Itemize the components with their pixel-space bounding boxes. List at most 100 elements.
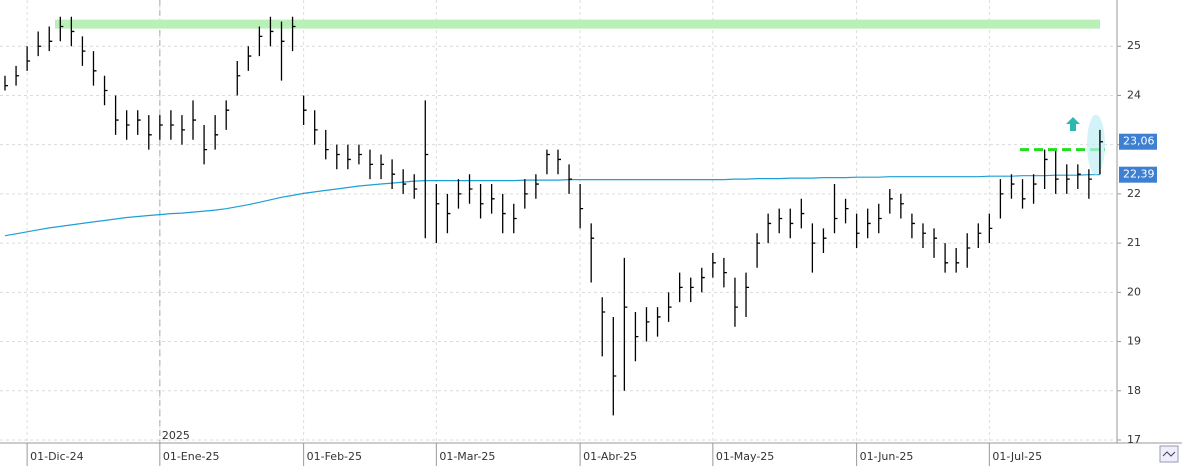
- ohlc-bar: [1010, 174, 1015, 199]
- ohlc-bar: [878, 203, 882, 234]
- x-tick-label: 01-Abr-25: [583, 450, 637, 463]
- ohlc-bar: [933, 228, 938, 258]
- ohlc-bar: [1021, 179, 1026, 209]
- ohlc-bar: [855, 213, 860, 249]
- ohlc-bar: [347, 144, 351, 170]
- ohlc-bar: [37, 31, 42, 57]
- ohlc-bar: [59, 16, 64, 42]
- ohlc-bar: [48, 26, 53, 52]
- y-tick-label: 19: [1127, 335, 1141, 348]
- ohlc-bar: [911, 213, 915, 239]
- ohlc-bar: [446, 193, 451, 234]
- x-tick-label: 01-Jul-25: [992, 450, 1042, 463]
- ohlc-bar: [302, 95, 307, 125]
- ohlc-bar: [811, 223, 816, 273]
- highlight-ellipse: [1086, 114, 1105, 175]
- ohlc-bar: [236, 60, 241, 96]
- ohlc-bar: [778, 208, 783, 234]
- ohlc-bar: [988, 213, 993, 244]
- ohlc-bar: [833, 184, 838, 234]
- y-tick-label: 26: [1127, 0, 1141, 3]
- ohlc-bar: [402, 169, 407, 194]
- ma-tag-box: [1119, 166, 1157, 183]
- ohlc-bar: [634, 312, 639, 362]
- y-tick-label: 20: [1127, 285, 1141, 298]
- ohlc-bar: [468, 174, 473, 204]
- y-tick-label: 22: [1127, 187, 1141, 200]
- ohlc-bar: [1043, 149, 1048, 189]
- ohlc-bar: [15, 65, 20, 86]
- ohlc-bar: [325, 129, 329, 160]
- ohlc-bar: [590, 223, 595, 283]
- y-tick-label: 21: [1127, 236, 1141, 249]
- moving-average: [4, 174, 1100, 237]
- ohlc-bar: [70, 16, 75, 47]
- ohlc-bar: [225, 100, 230, 130]
- ohlc-bar: [922, 223, 926, 249]
- ohlc-bar: [712, 252, 716, 278]
- ohlc-bar: [844, 198, 849, 224]
- ohlc-bar: [92, 51, 97, 86]
- ohlc-bar: [435, 184, 440, 244]
- ohlc-bar: [612, 316, 617, 416]
- ohlc-bar: [170, 110, 174, 140]
- x-tick-label: 01-Jun-25: [860, 450, 914, 463]
- ohlc-bar: [336, 144, 340, 170]
- ohlc-bar: [490, 184, 495, 214]
- ohlc-bar: [457, 179, 462, 209]
- ohlc-bar: [601, 297, 606, 357]
- ohlc-bar: [137, 110, 141, 135]
- ohlc-bar: [656, 307, 661, 337]
- x-tick-label: 01-Dic-24: [30, 450, 84, 463]
- ohlc-bar: [889, 188, 893, 214]
- ohlc-bar: [258, 26, 263, 57]
- ohlc-bar: [26, 46, 31, 71]
- settings-icon: [1162, 451, 1176, 457]
- ohlc-bar: [546, 149, 550, 175]
- ohlc-bar: [1066, 164, 1070, 194]
- ohlc-bar: [1055, 149, 1059, 194]
- close-tag: 23,06: [1123, 135, 1155, 148]
- ohlc-bar: [479, 184, 484, 219]
- ohlc-bar: [148, 115, 152, 150]
- ohlc-bar: [767, 213, 772, 244]
- ohlc-bar: [159, 115, 163, 140]
- ohlc-bar: [291, 16, 296, 52]
- y-tick-label: 18: [1127, 384, 1141, 397]
- ohlc-bar: [424, 100, 429, 239]
- x-tick-label: 01-Ene-25: [163, 450, 220, 463]
- x-tick-label: 01-May-25: [716, 450, 774, 463]
- ohlc-bar: [81, 36, 86, 66]
- ohlc-bar: [966, 233, 971, 268]
- ohlc-bar: [192, 100, 197, 140]
- ohlc-bar: [369, 149, 373, 180]
- ohlc-bar: [723, 257, 727, 288]
- ohlc-bar: [380, 154, 385, 180]
- ohlc-bar: [391, 159, 396, 189]
- ohlc-bar: [535, 174, 539, 199]
- ohlc-bar: [524, 179, 528, 209]
- ohlc-bar: [734, 277, 738, 327]
- x-tick-label: 01-Feb-25: [307, 450, 362, 463]
- ohlc-bar: [745, 272, 750, 317]
- ohlc-bar: [867, 208, 871, 239]
- ohlc-bar: [579, 184, 584, 229]
- x-tick-label: 01-Mar-25: [439, 450, 495, 463]
- ohlc-bar: [789, 208, 794, 239]
- year-label: 2025: [162, 429, 190, 442]
- ohlc-bar: [557, 149, 561, 175]
- ohlc-bar: [999, 179, 1004, 219]
- ohlc-bar: [269, 16, 274, 47]
- ohlc-bar: [1032, 174, 1037, 204]
- up-arrow: [1066, 117, 1080, 131]
- ohlc-bar: [679, 272, 683, 303]
- ohlc-bar: [900, 193, 904, 219]
- ohlc-bar: [247, 46, 252, 71]
- y-tick-label: 25: [1127, 39, 1141, 52]
- ohlc-bar: [181, 115, 185, 145]
- ohlc-bar: [756, 233, 761, 268]
- ohlc-bar: [701, 267, 705, 293]
- ohlc-bar: [4, 75, 8, 91]
